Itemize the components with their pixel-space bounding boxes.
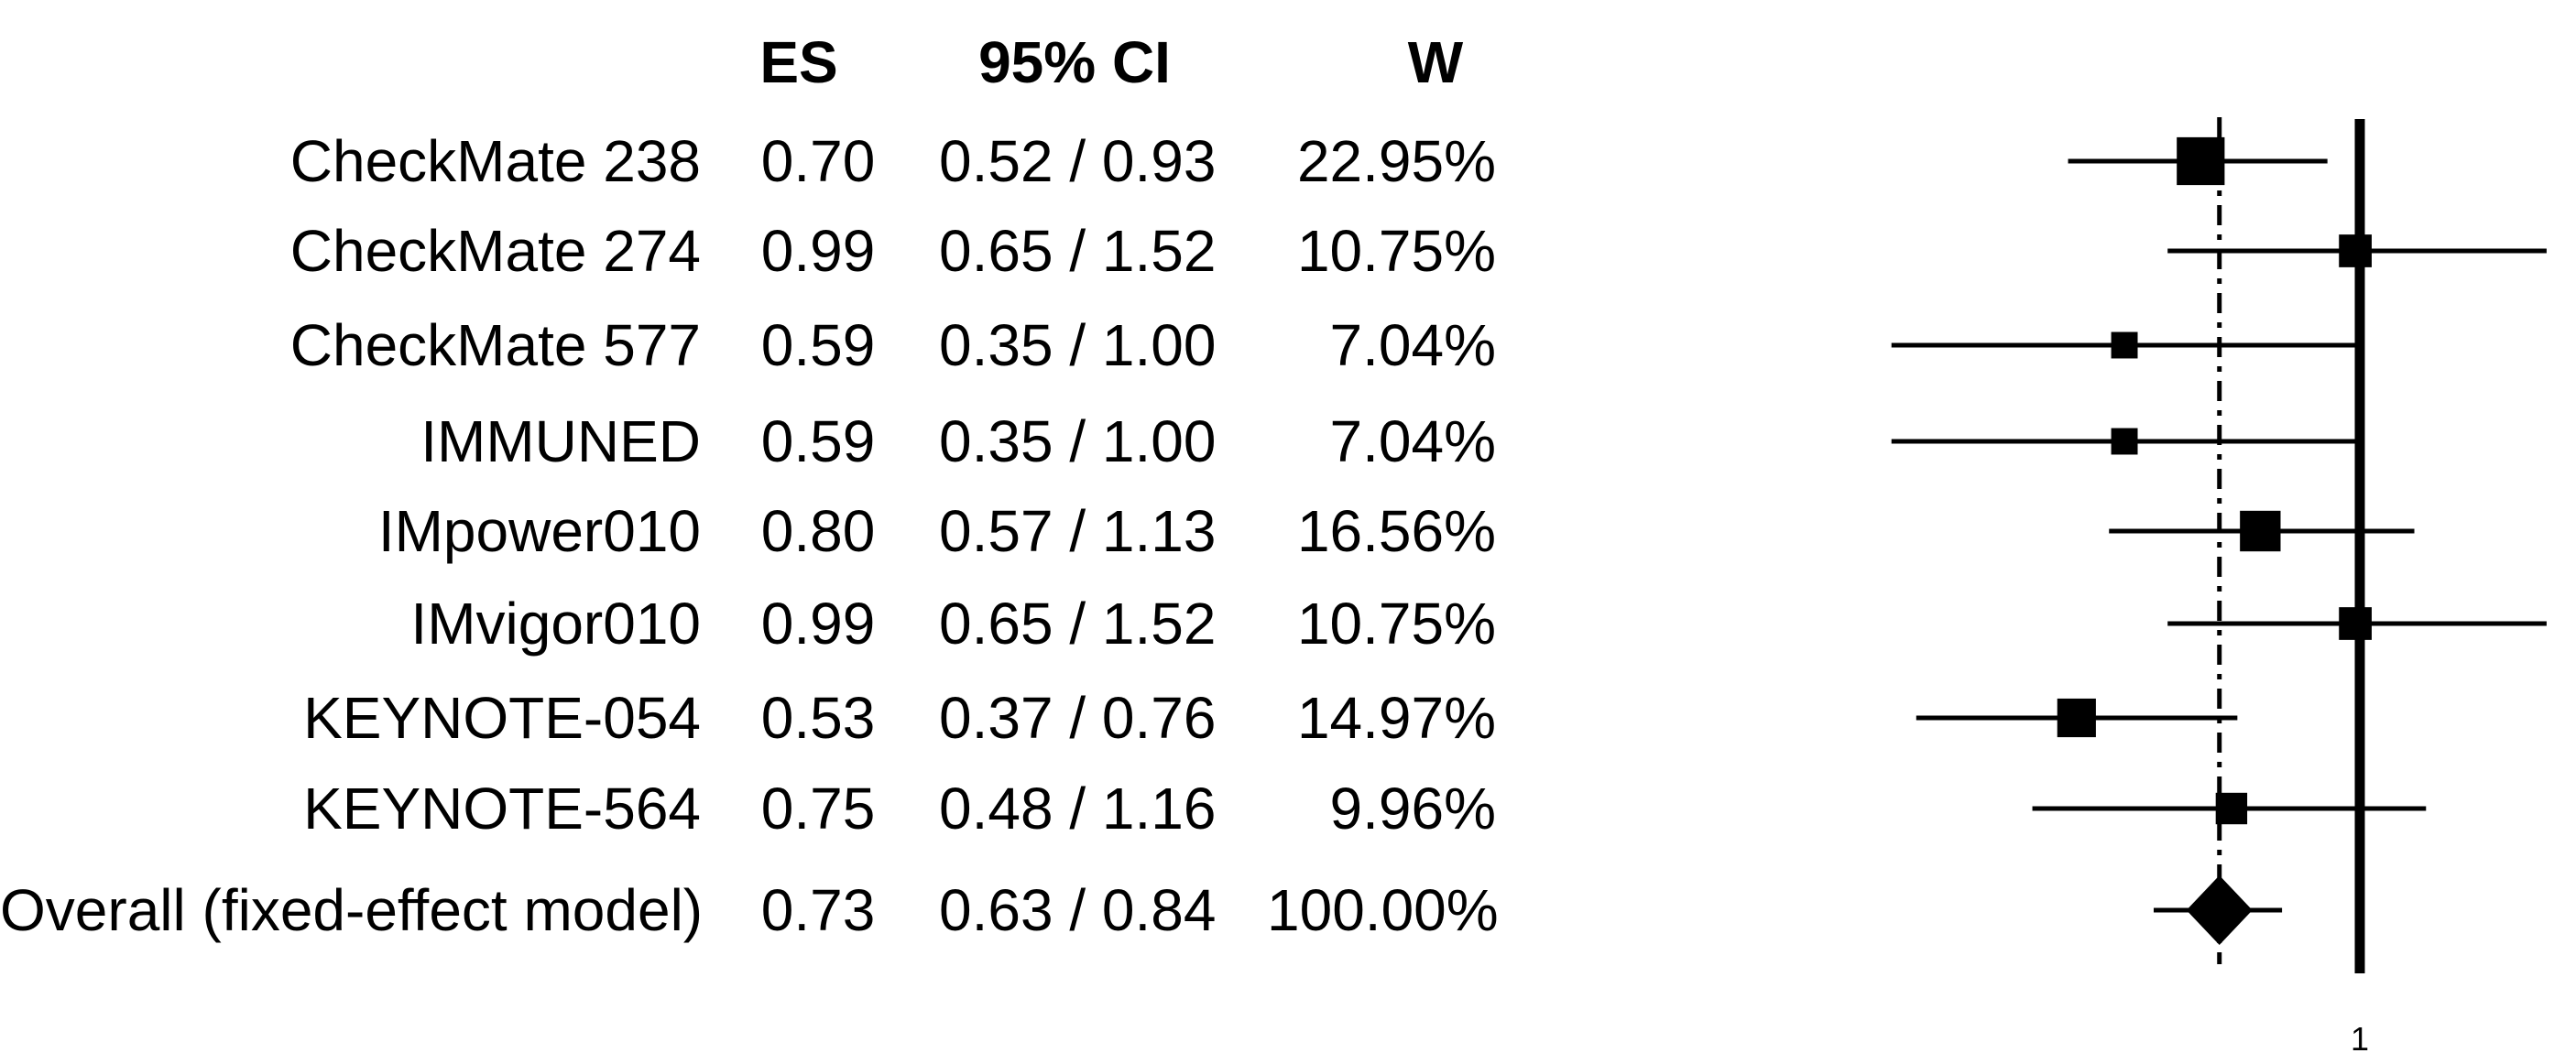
study-label: KEYNOTE-564 [303,776,701,841]
study-square [2111,428,2138,455]
study-label: CheckMate 577 [289,312,701,378]
study-label: Overall (fixed-effect model) [0,877,704,943]
weight-value: 14.97% [1296,685,1496,751]
weight-value: 7.04% [1329,408,1496,474]
ci-value: 0.35 / 1.00 [939,312,1217,378]
axis-tick-label: 1 [2351,1020,2369,1058]
ci-value: 0.63 / 0.84 [939,877,1217,943]
weight-value: 9.96% [1329,776,1496,841]
ci-value: 0.48 / 1.16 [939,776,1217,841]
study-label: CheckMate 238 [289,128,701,194]
ci-value: 0.52 / 0.93 [939,128,1217,194]
es-value: 0.53 [760,685,876,751]
ci-value: 0.57 / 1.13 [939,498,1217,564]
study-square [2177,136,2225,186]
es-value: 0.99 [760,591,876,657]
weight-value: 10.75% [1296,218,1496,284]
es-value: 0.70 [760,128,876,194]
col-header-es: ES [759,29,838,95]
study-square [2057,698,2096,738]
weight-value: 10.75% [1296,591,1496,657]
study-square [2339,607,2372,640]
weight-value: 22.95% [1296,128,1496,194]
weight-value: 100.00% [1267,877,1499,943]
study-square [2215,792,2248,825]
weight-value: 16.56% [1296,498,1496,564]
study-square [2339,234,2372,267]
study-square [2240,510,2281,552]
col-header-ci: 95% CI [978,29,1171,95]
ci-value: 0.37 / 0.76 [939,685,1217,751]
es-value: 0.99 [760,218,876,284]
study-label: CheckMate 274 [289,218,701,284]
study-label: IMpower010 [377,498,701,564]
ci-value: 0.65 / 1.52 [939,218,1217,284]
es-value: 0.80 [760,498,876,564]
es-value: 0.75 [760,776,876,841]
weight-value: 7.04% [1329,312,1496,378]
study-label: IMMUNED [420,408,701,474]
col-header-w: W [1407,29,1464,95]
es-value: 0.59 [760,312,876,378]
es-value: 0.73 [760,877,876,943]
ci-value: 0.35 / 1.00 [939,408,1217,474]
es-value: 0.59 [760,408,876,474]
study-label: KEYNOTE-054 [303,685,701,751]
overall-diamond [2186,875,2253,945]
study-square [2111,331,2138,359]
ci-value: 0.65 / 1.52 [939,591,1217,657]
study-label: IMvigor010 [410,591,701,657]
